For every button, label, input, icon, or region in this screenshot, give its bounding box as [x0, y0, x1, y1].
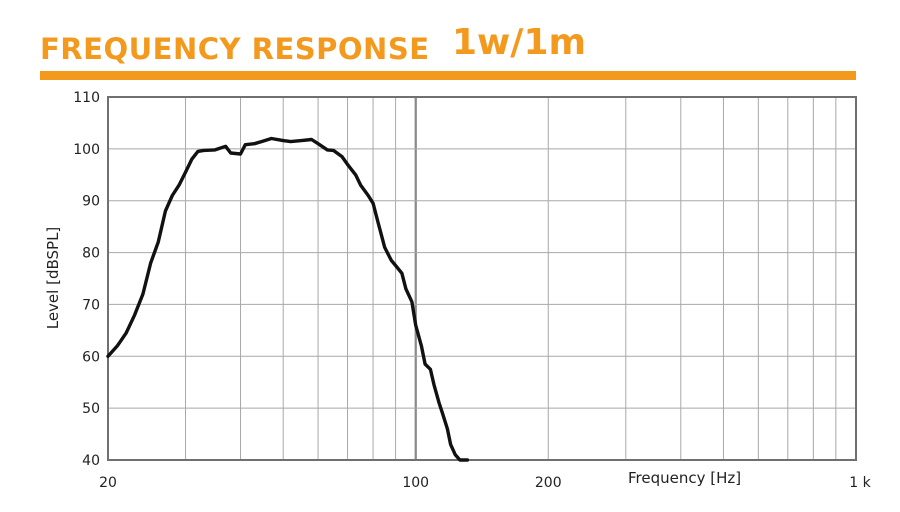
y-axis-label: Level [dBSPL]: [44, 227, 62, 330]
x-tick-label-100: 100: [402, 475, 429, 491]
y-tick-label-50: 50: [82, 401, 100, 417]
title-underline-bar: [40, 71, 856, 80]
chart-title: FREQUENCY RESPONSE: [40, 32, 430, 66]
response-curve: [106, 136, 470, 462]
y-tick-label-60: 60: [82, 349, 100, 365]
y-tick-label-80: 80: [82, 246, 100, 262]
title-underline-fill: [40, 71, 856, 80]
plot-frame: [107, 96, 857, 461]
x-tick-label-200: 200: [535, 475, 562, 491]
y-tick-label-90: 90: [82, 194, 100, 210]
chart-title-suffix: 1w/1m: [452, 22, 587, 63]
grid-lines: [108, 97, 856, 460]
y-tick-label-70: 70: [82, 297, 100, 313]
tick-labels: 40 50 60 70 80 90 100 110 20 100 200 1 k: [73, 90, 871, 491]
chart-header: FREQUENCY RESPONSE 1w/1m: [40, 22, 860, 82]
x-tick-label-1000: 1 k: [849, 475, 871, 491]
x-tick-label-20: 20: [99, 475, 117, 491]
y-tick-label-110: 110: [73, 90, 100, 106]
y-tick-label-40: 40: [82, 453, 100, 469]
y-tick-label-100: 100: [73, 142, 100, 158]
x-axis-label: Frequency [Hz]: [628, 469, 741, 487]
